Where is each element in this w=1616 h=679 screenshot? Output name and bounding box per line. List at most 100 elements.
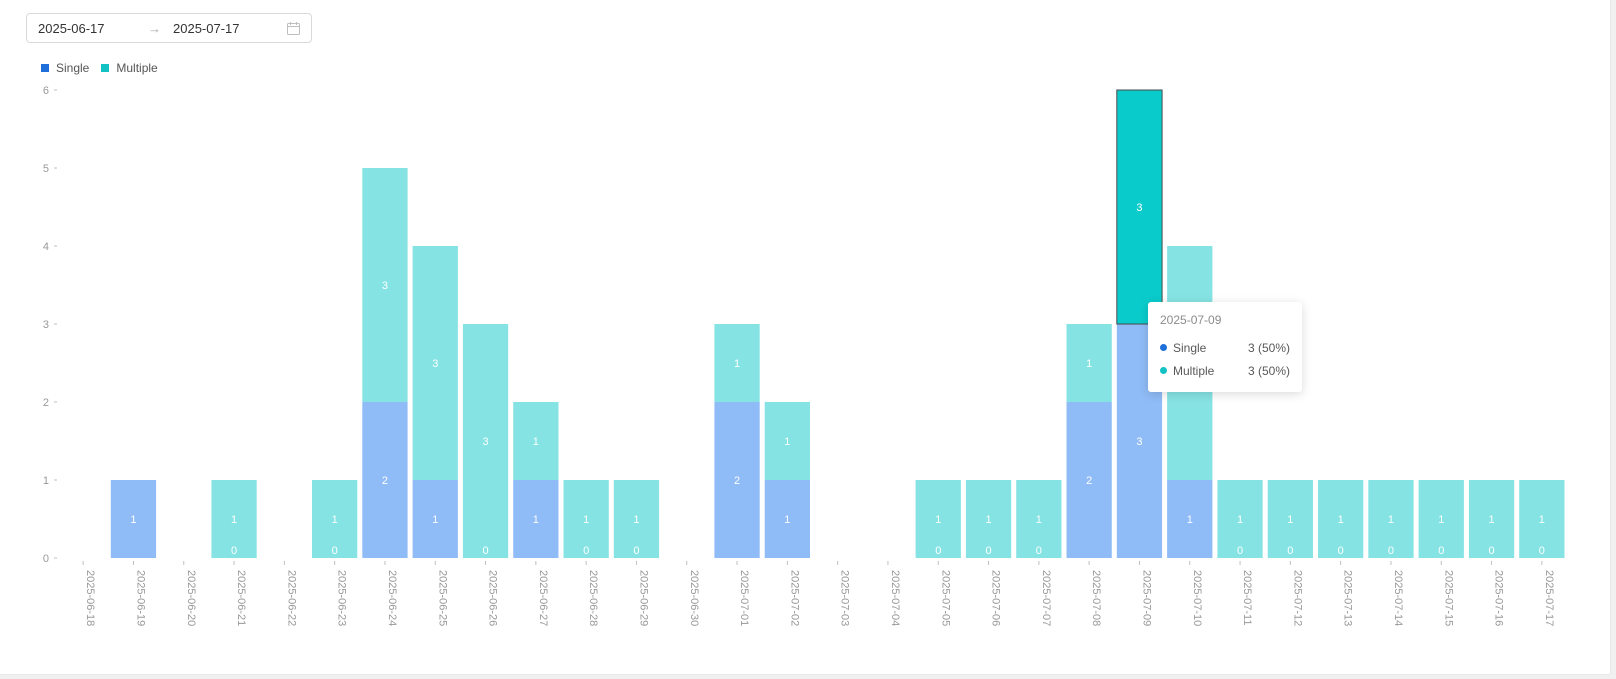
bar-label-multiple: 1 [1338, 514, 1344, 526]
y-tick-label: 2 [43, 397, 49, 409]
bar-multiple [211, 480, 257, 558]
tooltip-value-multiple: 3 (50%) [1247, 363, 1290, 378]
y-tick-label: 1 [43, 475, 49, 487]
x-tick-label: 2025-07-07 [1040, 570, 1052, 626]
x-tick-label: 2025-07-03 [839, 570, 851, 626]
legend-item-single[interactable]: Single [41, 61, 89, 75]
bar-label-multiple: 1 [1438, 514, 1444, 526]
bar-label-multiple: 1 [935, 514, 941, 526]
bar-multiple [513, 402, 559, 480]
start-date-input[interactable] [38, 20, 148, 36]
x-tick-label: 2025-07-08 [1090, 570, 1102, 626]
bar-label-multiple: 3 [382, 280, 388, 292]
bar-label-single: 0 [1287, 545, 1293, 557]
x-tick-label: 2025-07-05 [939, 570, 951, 626]
bar-single [1066, 402, 1112, 558]
tooltip-name-multiple: Multiple [1173, 363, 1215, 378]
bar-label-multiple: 1 [533, 436, 539, 448]
x-tick-label: 2025-06-21 [235, 570, 247, 626]
bar-single [1167, 480, 1213, 558]
bar-label-single: 1 [1187, 514, 1193, 526]
bar-multiple [462, 324, 509, 558]
y-tick-label: 0 [43, 553, 49, 565]
bar-single [764, 480, 810, 558]
bar-label-multiple: 3 [1136, 202, 1142, 214]
x-tick-label: 2025-07-06 [990, 570, 1002, 626]
bar-multiple [1267, 480, 1313, 558]
x-tick-label: 2025-06-29 [637, 570, 649, 626]
bar-label-single: 0 [985, 545, 991, 557]
bar-multiple [714, 324, 760, 402]
date-range-picker[interactable]: → [26, 13, 312, 43]
chart-tooltip: 2025-07-09 Single 3 (50%) Multiple 3 (50… [1148, 302, 1302, 392]
x-tick-label: 2025-06-18 [84, 570, 96, 626]
bar-label-single: 3 [1136, 436, 1142, 448]
end-date-input[interactable] [173, 20, 273, 36]
x-tick-label: 2025-06-30 [688, 570, 700, 626]
x-tick-label: 2025-07-02 [788, 570, 800, 626]
tooltip-name-single: Single [1173, 340, 1207, 355]
bar-label-single: 0 [1438, 545, 1444, 557]
legend-item-multiple[interactable]: Multiple [101, 61, 158, 75]
bar-multiple [1066, 324, 1112, 402]
bar-label-multiple: 1 [784, 436, 790, 448]
bar-multiple [362, 168, 408, 402]
x-tick-label: 2025-07-14 [1392, 570, 1404, 626]
bar-multiple [1116, 89, 1163, 325]
bar-label-single: 0 [1036, 545, 1042, 557]
bar-label-single: 1 [533, 514, 539, 526]
bar-multiple [1016, 480, 1062, 558]
x-tick-label: 2025-07-17 [1543, 570, 1555, 626]
x-tick-label: 2025-06-28 [587, 570, 599, 626]
bar-label-single: 0 [231, 545, 237, 557]
x-tick-label: 2025-06-27 [537, 570, 549, 626]
bar-label-single: 0 [633, 545, 639, 557]
bar-label-single: 0 [332, 545, 338, 557]
x-tick-label: 2025-06-24 [386, 570, 398, 626]
bar-label-single: 0 [583, 545, 589, 557]
bar-multiple [613, 480, 660, 558]
bar-label-multiple: 1 [1539, 514, 1545, 526]
legend-label-multiple: Multiple [116, 61, 158, 75]
bar-label-multiple: 3 [482, 436, 488, 448]
bar-label-single: 0 [1338, 545, 1344, 557]
bar-label-multiple: 1 [633, 514, 639, 526]
bar-label-multiple: 1 [1287, 514, 1293, 526]
x-tick-label: 2025-07-10 [1191, 570, 1203, 626]
x-tick-label: 2025-07-11 [1241, 570, 1253, 625]
bar-single [110, 480, 157, 558]
calendar-icon[interactable] [287, 22, 300, 35]
bar-label-single: 1 [130, 514, 136, 526]
x-tick-label: 2025-06-20 [185, 570, 197, 626]
y-tick-label: 4 [43, 241, 49, 253]
bar-multiple [563, 480, 609, 558]
bar-multiple [915, 480, 961, 558]
bar-label-multiple: 1 [583, 514, 589, 526]
bar-single [513, 480, 559, 558]
bar-label-multiple: 1 [332, 514, 338, 526]
legend-swatch-multiple [101, 64, 110, 72]
tooltip-dot-single [1160, 344, 1167, 351]
y-tick-label: 3 [43, 319, 49, 331]
x-tick-label: 2025-07-09 [1140, 570, 1152, 626]
x-tick-label: 2025-07-04 [889, 570, 901, 626]
bar-single [362, 402, 408, 558]
bar-label-single: 0 [1539, 545, 1545, 557]
bar-label-single: 1 [432, 514, 438, 526]
bar-multiple [1418, 480, 1464, 558]
x-tick-label: 2025-06-25 [436, 570, 448, 626]
bar-label-multiple: 1 [1086, 358, 1092, 370]
bar-label-single: 2 [734, 475, 740, 487]
bar-multiple [965, 480, 1012, 558]
x-tick-label: 2025-06-19 [134, 570, 146, 626]
chart-legend: Single Multiple [41, 61, 170, 75]
bar-single [412, 480, 458, 558]
x-tick-label: 2025-06-26 [487, 570, 499, 626]
bar-multiple [1318, 480, 1364, 558]
bar-label-single: 0 [935, 545, 941, 557]
bar-single [714, 402, 760, 558]
bar-multiple [1217, 480, 1263, 558]
bar-label-single: 0 [1237, 545, 1243, 557]
